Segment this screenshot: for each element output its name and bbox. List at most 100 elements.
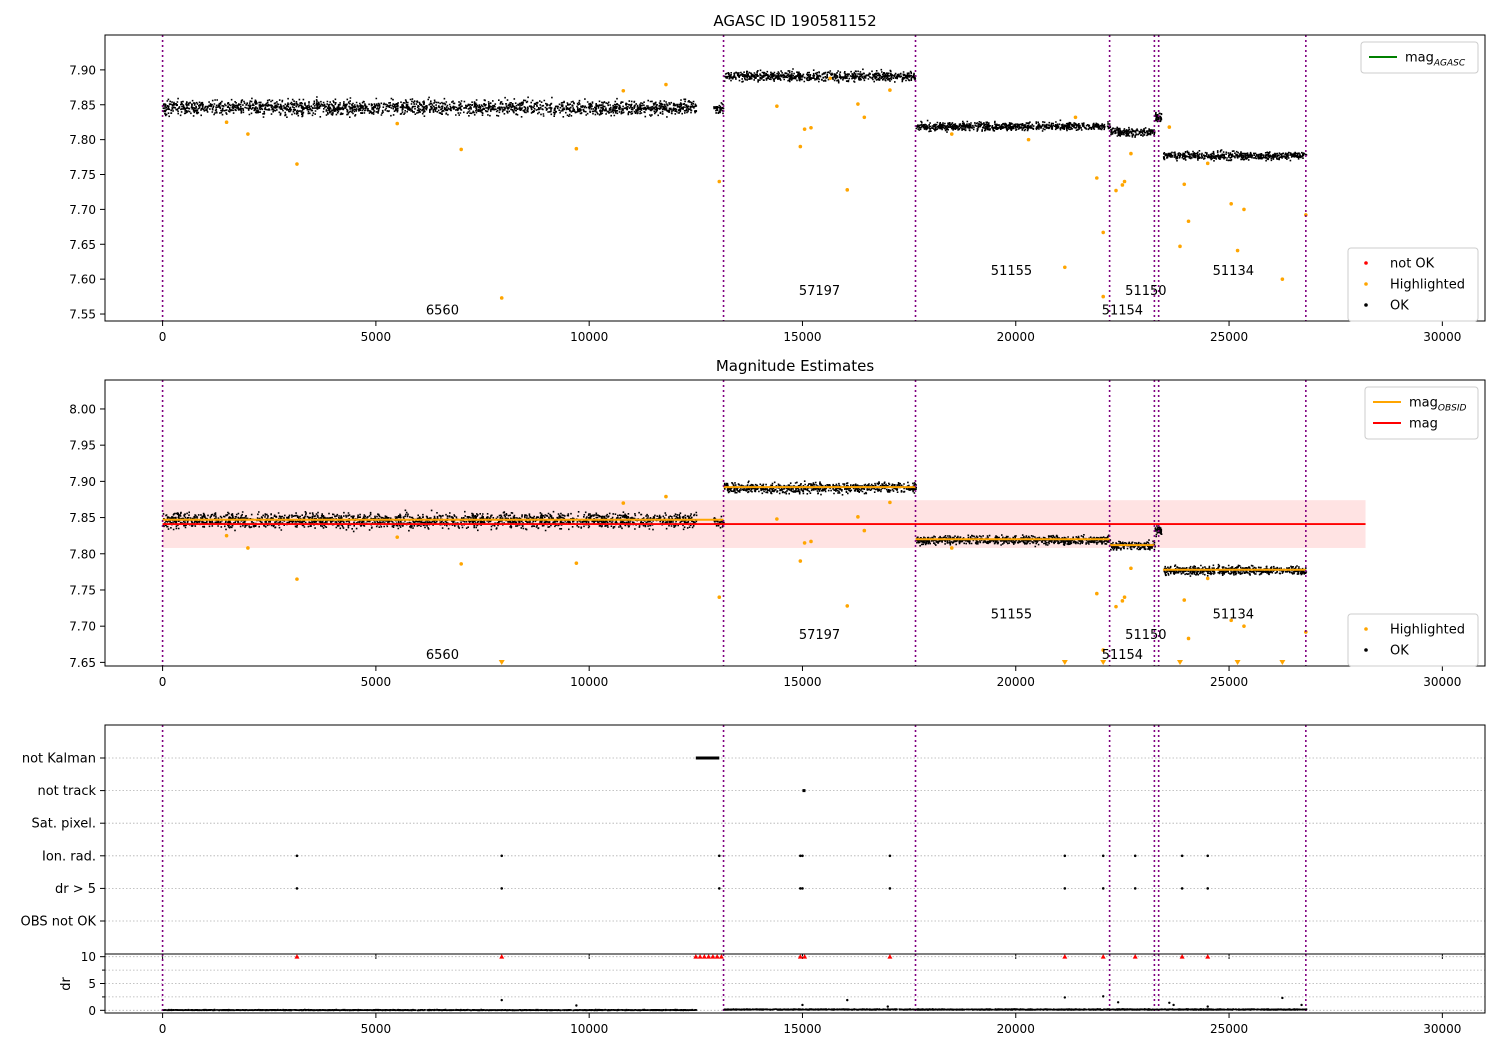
dr-clipped-marker	[797, 954, 803, 959]
flag-event-point	[295, 854, 299, 858]
obsid-label: 6560	[426, 304, 459, 319]
dr-clipped-marker	[697, 954, 703, 959]
flag-event-point	[888, 854, 892, 858]
dr-clipped-marker	[1179, 954, 1185, 959]
flag-event-point	[1063, 854, 1067, 858]
highlighted-point	[295, 577, 299, 581]
dr-clipped-marker	[1100, 954, 1106, 959]
highlighted-point	[1101, 294, 1106, 299]
highlighted-point	[949, 132, 954, 136]
highlighted-point	[1114, 604, 1118, 609]
highlighted-point	[574, 561, 579, 565]
highlighted-point	[1129, 151, 1133, 156]
flag-event-point	[500, 887, 504, 890]
x-tick-label: 20000	[997, 1022, 1035, 1036]
x-tick-label: 25000	[1210, 1022, 1248, 1036]
highlighted-point	[1095, 591, 1099, 596]
highlighted-point	[856, 102, 860, 106]
legend-label: mag	[1409, 417, 1438, 432]
legend-box	[1360, 41, 1479, 74]
highlighted-point	[664, 494, 668, 499]
flag-row-label: OBS not OK	[21, 915, 97, 930]
panel-3-frame	[104, 724, 1486, 955]
agasc-mag-panel: AGASC ID 190581152 6560 57197 51155 51154 51…	[69, 12, 1486, 344]
obsid-label: 51154	[1102, 648, 1143, 663]
x-tick-label: 15000	[783, 330, 821, 344]
dr-outlier-point	[500, 998, 503, 1002]
legend-label: not OK	[1390, 257, 1435, 272]
obsid-label: 51150	[1125, 628, 1166, 643]
legend-box	[1347, 247, 1479, 322]
highlighted-point	[1182, 182, 1187, 187]
flag-event-point	[1133, 887, 1137, 890]
dr-outlier-point	[846, 998, 849, 1002]
clipped-point-marker	[1061, 660, 1068, 665]
flag-event-point	[801, 887, 804, 890]
y-tick-label: 7.90	[69, 475, 96, 489]
flag-event-point	[801, 854, 804, 858]
x-tick-label: 0	[159, 675, 167, 689]
flag-event-point	[799, 854, 802, 858]
flag-event-point	[1133, 854, 1137, 858]
highlighted-point	[828, 76, 832, 81]
dr-clipped-marker	[714, 954, 720, 959]
dr-clipped-marker	[706, 954, 712, 959]
panel-4-ylabel: dr	[59, 977, 74, 991]
highlighted-point	[845, 604, 850, 608]
dr-outlier-point	[1063, 996, 1067, 999]
clipped-point-marker	[1100, 660, 1107, 665]
y-tick-label: 7.65	[69, 656, 96, 670]
highlighted-point	[717, 595, 722, 600]
highlighted-point	[1073, 115, 1078, 120]
dr-outlier-point	[886, 1005, 889, 1008]
highlighted-point	[1167, 125, 1172, 129]
highlighted-point	[1026, 137, 1031, 142]
y-tick-label: 10	[81, 950, 96, 964]
y-tick-label: 7.70	[69, 203, 96, 217]
y-tick-label: 7.90	[69, 63, 96, 77]
highlighted-point	[499, 296, 504, 300]
x-tick-label: 15000	[783, 1022, 821, 1036]
dr-outlier-point	[1206, 1005, 1209, 1008]
highlighted-point	[1122, 595, 1127, 600]
flag-row-label: dr > 5	[55, 882, 96, 897]
legend-label: OK	[1390, 299, 1409, 314]
highlighted-point	[664, 82, 668, 87]
highlighted-point	[888, 500, 892, 505]
obsid-label: 51134	[1213, 264, 1254, 279]
panel-2-axes: 0 5000 10000 15000 20000 25000 30000 7.65 7.70 7.…	[69, 402, 1461, 689]
highlighted-point	[845, 188, 850, 192]
y-tick-label: 7.75	[69, 168, 96, 182]
dr-clipped-marker	[294, 954, 300, 959]
dr-clipped-marker	[802, 954, 808, 959]
ok-points-segment	[1162, 149, 1308, 162]
obsid-label: 51155	[991, 264, 1032, 279]
flag-event-point	[1101, 854, 1105, 858]
x-tick-label: 20000	[997, 675, 1035, 689]
flag-event-point	[295, 887, 299, 890]
highlighted-point	[246, 132, 250, 136]
legend-marker-swatch	[1364, 282, 1368, 286]
highlighted-point	[459, 562, 463, 566]
clipped-point-marker	[1234, 660, 1241, 665]
obsid-label: 51150	[1125, 284, 1166, 299]
highlighted-point	[395, 121, 400, 126]
x-tick-label: 25000	[1210, 330, 1248, 344]
dr-clipped-marker	[1062, 954, 1068, 959]
dr-outlier-point	[1281, 996, 1284, 1000]
x-tick-label: 0	[159, 1022, 167, 1036]
dr-outlier-point	[1172, 1003, 1175, 1007]
y-tick-label: 7.85	[69, 98, 96, 112]
flag-event-point	[1101, 887, 1105, 890]
highlighted-point	[1101, 230, 1106, 235]
dr-clipped-marker	[693, 954, 699, 959]
y-tick-label: 8.00	[69, 402, 96, 416]
flag-row-label: not track	[37, 784, 96, 799]
dr-clipped-marker	[1132, 954, 1138, 959]
flag-event-point	[1063, 887, 1067, 890]
panel-1-plot-area: 6560 57197 51155 51154 51150 51134	[161, 35, 1308, 321]
x-tick-label: 10000	[570, 675, 608, 689]
flag-event-point	[1206, 854, 1210, 858]
